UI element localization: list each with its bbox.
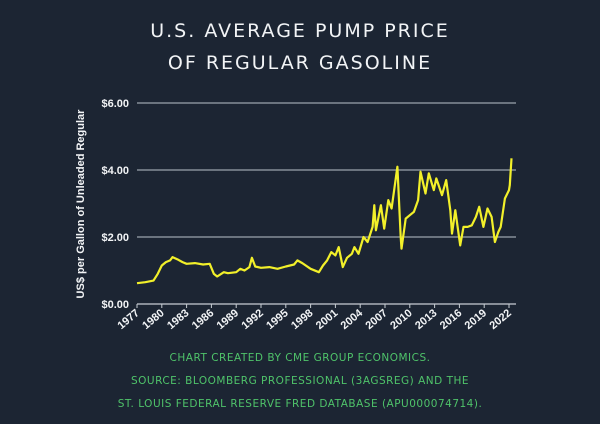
footer-credit: CHART CREATED BY CME GROUP ECONOMICS. <box>169 352 431 364</box>
x-tick-label: 1992 <box>239 307 265 332</box>
footer-source-cont: ST. LOUIS FEDERAL RESERVE FRED DATABASE … <box>117 398 483 410</box>
x-tick-label: 1989 <box>215 307 241 332</box>
x-tick-label: 2010 <box>388 307 414 332</box>
y-tick-label: $0.00 <box>101 299 129 311</box>
x-tick-label: 2013 <box>413 307 439 332</box>
x-tick-label: 1986 <box>190 307 216 332</box>
x-tick-label: 1995 <box>264 307 290 332</box>
footer-source: SOURCE: BLOOMBERG PROFESSIONAL (3AGSREG)… <box>130 375 470 387</box>
chart-title-line-1: U.S. AVERAGE PUMP PRICE <box>150 20 450 42</box>
x-tick-label: 1980 <box>140 307 166 332</box>
x-tick-label: 1983 <box>165 307 191 332</box>
y-tick-label: $4.00 <box>101 165 129 177</box>
chart-title-line-2: OF REGULAR GASOLINE <box>167 52 433 74</box>
series-line-gas-price <box>136 158 513 285</box>
x-tick-label: 2007 <box>363 307 389 332</box>
x-tick-label: 2022 <box>487 307 513 332</box>
y-tick-label: $2.00 <box>101 232 129 244</box>
y-tick-label: $6.00 <box>101 98 129 110</box>
x-tick-label: 2001 <box>314 307 340 332</box>
x-tick-label: 2004 <box>339 307 366 332</box>
y-axis-label: US$ per Gallon of Unleaded Regular <box>75 109 87 299</box>
x-tick-label: 1998 <box>289 307 315 332</box>
x-tick-label: 2019 <box>463 307 489 332</box>
x-tick-label: 2016 <box>438 307 464 332</box>
